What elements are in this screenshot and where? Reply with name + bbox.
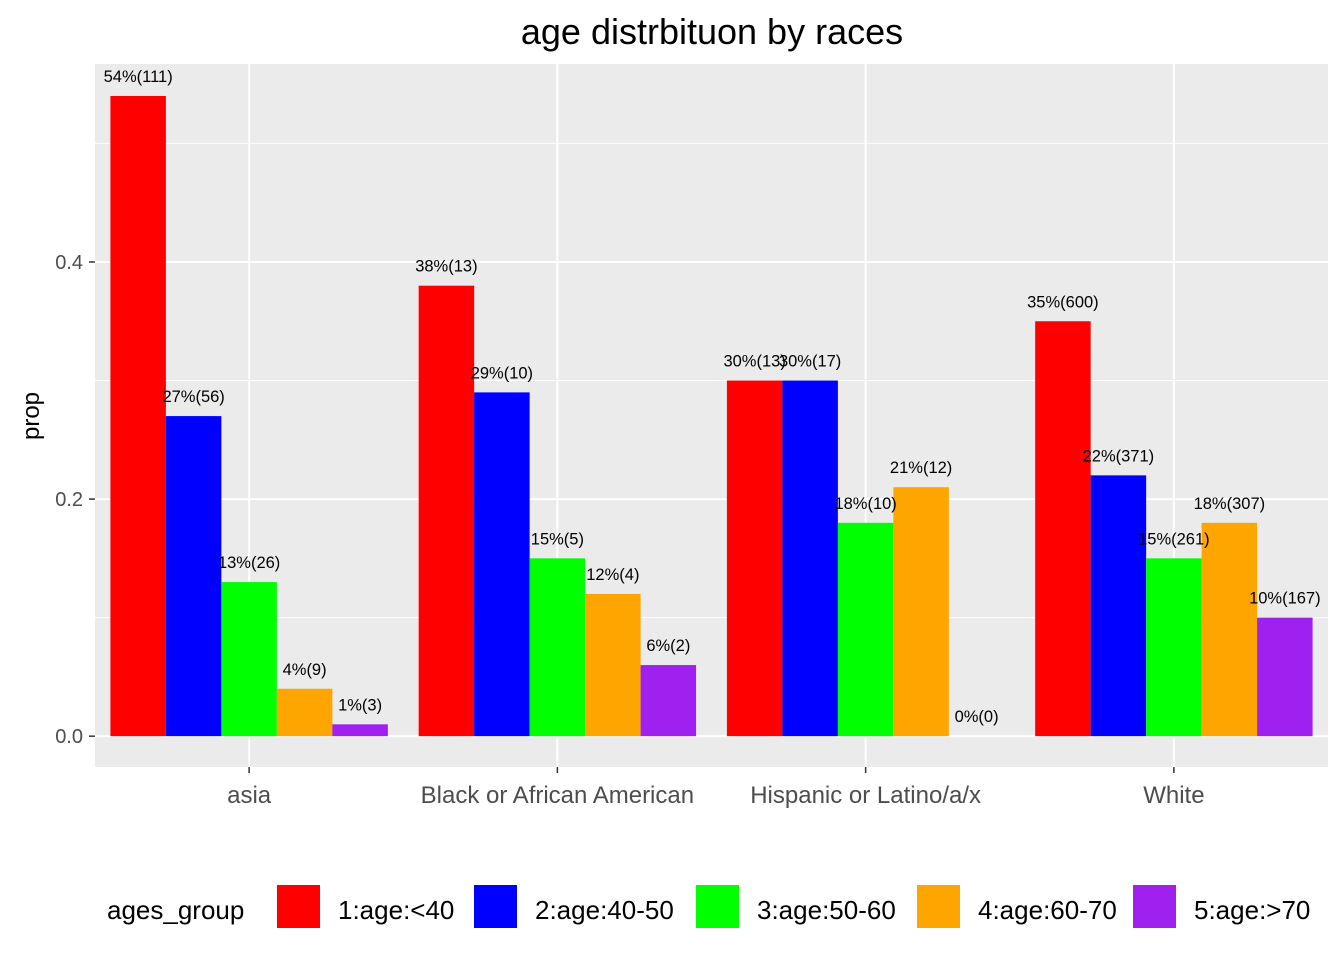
legend-key xyxy=(696,885,739,928)
x-axis: asia Black or African American Hispanic or… xyxy=(227,767,1205,809)
data-label: 18%(10) xyxy=(834,495,896,513)
bar xyxy=(1257,617,1313,737)
legend-key xyxy=(1133,885,1176,928)
data-label: 12%(4) xyxy=(586,566,639,584)
y-axis: 0.0 0.2 0.4 xyxy=(55,252,95,748)
bar xyxy=(332,724,388,737)
legend-label: 5:age:>70 xyxy=(1194,895,1310,925)
data-label: 15%(261) xyxy=(1138,530,1210,548)
bar xyxy=(1035,321,1091,737)
bar xyxy=(782,380,838,737)
data-label: 21%(12) xyxy=(890,459,952,477)
legend: ages_group 1:age:<40 2:age:40-50 3:age:50-… xyxy=(107,885,1310,928)
legend-label: 1:age:<40 xyxy=(338,895,454,925)
data-label: 30%(17) xyxy=(779,353,841,371)
data-label: 10%(167) xyxy=(1249,590,1321,608)
data-label: 13%(26) xyxy=(218,554,280,572)
bars xyxy=(110,96,1313,737)
data-label: 18%(307) xyxy=(1194,495,1266,513)
x-tick-label: asia xyxy=(227,782,272,809)
chart-title: age distrbituon by races xyxy=(521,11,903,52)
bar xyxy=(1201,522,1258,737)
legend-key xyxy=(474,885,517,928)
x-tick-label: Hispanic or Latino/a/x xyxy=(750,782,981,809)
bar xyxy=(585,593,641,737)
data-label: 38%(13) xyxy=(415,258,477,276)
legend-title: ages_group xyxy=(107,895,244,925)
bar xyxy=(726,380,783,737)
bar xyxy=(165,416,222,737)
bar xyxy=(1146,558,1202,737)
legend-key xyxy=(917,885,960,928)
data-label: 6%(2) xyxy=(646,637,690,655)
y-tick-label: 0.0 xyxy=(55,726,83,748)
data-label: 35%(600) xyxy=(1027,293,1099,311)
data-label: 1%(3) xyxy=(338,696,382,714)
bar xyxy=(418,285,475,737)
legend-label: 3:age:50-60 xyxy=(757,895,896,925)
x-tick-label: White xyxy=(1143,782,1204,809)
legend-label: 4:age:60-70 xyxy=(978,895,1117,925)
bar xyxy=(221,582,277,737)
y-tick-label: 0.2 xyxy=(55,489,83,511)
data-label: 29%(10) xyxy=(471,364,533,382)
data-label: 27%(56) xyxy=(162,388,224,406)
bar xyxy=(529,558,586,737)
data-label: 30%(13) xyxy=(723,353,785,371)
legend-label: 2:age:40-50 xyxy=(535,895,674,925)
bar xyxy=(474,392,530,737)
legend-key xyxy=(277,885,320,928)
data-label: 54%(111) xyxy=(104,68,173,86)
data-label: 4%(9) xyxy=(283,661,327,679)
data-labels: 54%(111) 38%(13) 30%(13) 35%(600) 27%(56) 29%… xyxy=(104,68,1321,726)
bar xyxy=(837,522,894,737)
x-tick-label: Black or African American xyxy=(421,782,694,809)
bar xyxy=(1090,475,1147,737)
bar xyxy=(276,688,333,737)
bar xyxy=(110,96,166,737)
y-axis-label: prop xyxy=(18,392,45,440)
data-label: 22%(371) xyxy=(1083,447,1155,465)
bar xyxy=(640,665,697,737)
data-label: 0%(0) xyxy=(955,708,999,726)
bar xyxy=(893,487,949,737)
y-tick-label: 0.4 xyxy=(55,252,83,274)
data-label: 15%(5) xyxy=(531,530,584,548)
